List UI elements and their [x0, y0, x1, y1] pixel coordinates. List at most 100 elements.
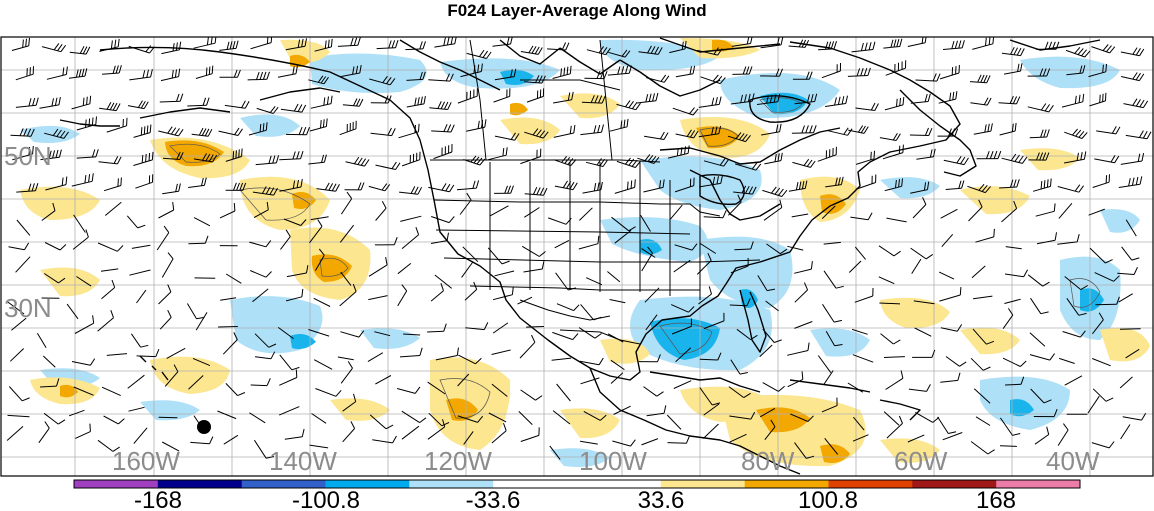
- wind-barb: [464, 281, 478, 301]
- lon-label-60w: 60W: [894, 446, 948, 476]
- wind-barb: [937, 416, 957, 434]
- wind-barb: [225, 383, 246, 397]
- wind-barb: [612, 439, 636, 447]
- wind-barb: [158, 284, 172, 305]
- wind-barb: [41, 43, 67, 53]
- wind-barb: [280, 103, 307, 113]
- wind-barb: [15, 256, 31, 273]
- wind-barb: [16, 219, 31, 236]
- lat-label-50n: 50N: [4, 141, 52, 171]
- wind-barb: [1029, 332, 1046, 347]
- wind-barb: [794, 261, 813, 274]
- wind-barb: [912, 197, 927, 219]
- wind-barb: [968, 199, 983, 222]
- wind-barb: [524, 75, 546, 84]
- wind-barb: [1096, 126, 1121, 135]
- wind-barb: [582, 181, 603, 194]
- wind-barb: [584, 70, 608, 80]
- wind-barb: [823, 370, 834, 385]
- wind-barb: [103, 415, 125, 425]
- wind-barb: [645, 314, 658, 331]
- wind-barb: [309, 444, 329, 449]
- wind-barb: [129, 269, 151, 276]
- wind-barb: [156, 225, 170, 251]
- wind-barb: [12, 145, 34, 161]
- wind-barb: [644, 131, 669, 140]
- wind-barb: [457, 415, 484, 423]
- wind-barb: [580, 440, 598, 445]
- wind-barb: [311, 413, 327, 424]
- wind-barb: [337, 37, 361, 47]
- wind-barb: [818, 41, 837, 51]
- wind-barb: [249, 412, 266, 424]
- wind-barb: [586, 46, 611, 56]
- wind-barb: [220, 297, 237, 301]
- wind-barb: [907, 434, 925, 443]
- wind-barb: [431, 216, 455, 224]
- wind-barb: [158, 126, 184, 137]
- wind-barb: [38, 421, 50, 444]
- wind-barb: [703, 210, 727, 219]
- wind-barb: [730, 93, 755, 105]
- wind-barb: [368, 183, 391, 192]
- wind-barb: [945, 356, 967, 367]
- wind-barb: [11, 317, 27, 331]
- wind-barb: [218, 326, 238, 328]
- wind-barb: [223, 434, 239, 445]
- wind-barb: [1029, 353, 1056, 361]
- wind-barb: [406, 96, 426, 108]
- wind-barb: [581, 95, 606, 104]
- wind-barb: [669, 40, 687, 54]
- wind-barb: [674, 243, 698, 251]
- wind-barb: [886, 415, 903, 439]
- wind-barb: [794, 93, 818, 105]
- wind-barb: [7, 414, 30, 418]
- wind-barb: [760, 37, 784, 49]
- wind-barb: [825, 330, 843, 347]
- wind-barb: [309, 219, 323, 244]
- wind-barb: [36, 333, 47, 349]
- wind-barb: [11, 37, 30, 51]
- wind-barb: [940, 208, 958, 219]
- wind-barb: [971, 265, 986, 279]
- wind-barb: [696, 252, 712, 275]
- wind-barb: [10, 128, 35, 137]
- wind-barb: [972, 37, 995, 50]
- wind-barb: [256, 105, 279, 114]
- wind-barb: [915, 73, 941, 82]
- wind-barb: [699, 242, 717, 254]
- wind-barb: [158, 202, 175, 219]
- wind-barb: [609, 299, 626, 304]
- wind-barb: [911, 258, 922, 274]
- wind-barb: [969, 74, 991, 84]
- wind-barb: [430, 232, 449, 244]
- wind-barb: [136, 349, 160, 358]
- wind-barb: [1125, 130, 1152, 140]
- wind-barb: [734, 162, 762, 171]
- wind-barb: [369, 414, 394, 430]
- wind-barb: [666, 414, 682, 430]
- wind-barb: [399, 186, 423, 195]
- wind-barb: [759, 344, 773, 358]
- wind-barb: [1120, 153, 1145, 165]
- wind-barb: [939, 64, 960, 80]
- wind-barb: [585, 158, 609, 167]
- wind-barb: [279, 406, 300, 416]
- wind-barb: [1120, 424, 1131, 440]
- wind-barb: [399, 347, 423, 358]
- wind-barb: [791, 213, 809, 218]
- wind-barb: [732, 66, 753, 75]
- wind-barb: [339, 65, 362, 78]
- wind-barb: [909, 127, 933, 136]
- wind-barb: [136, 289, 147, 304]
- wind-barb: [580, 304, 602, 321]
- wind-barb: [133, 124, 152, 138]
- wind-barb: [788, 39, 810, 48]
- wind-barb: [164, 364, 179, 387]
- wind-barb: [555, 272, 577, 291]
- wind-barb: [254, 333, 277, 348]
- wind-barb: [69, 46, 91, 55]
- wind-barb: [640, 215, 651, 232]
- wind-barb: [192, 357, 211, 367]
- wind-barb: [854, 246, 866, 260]
